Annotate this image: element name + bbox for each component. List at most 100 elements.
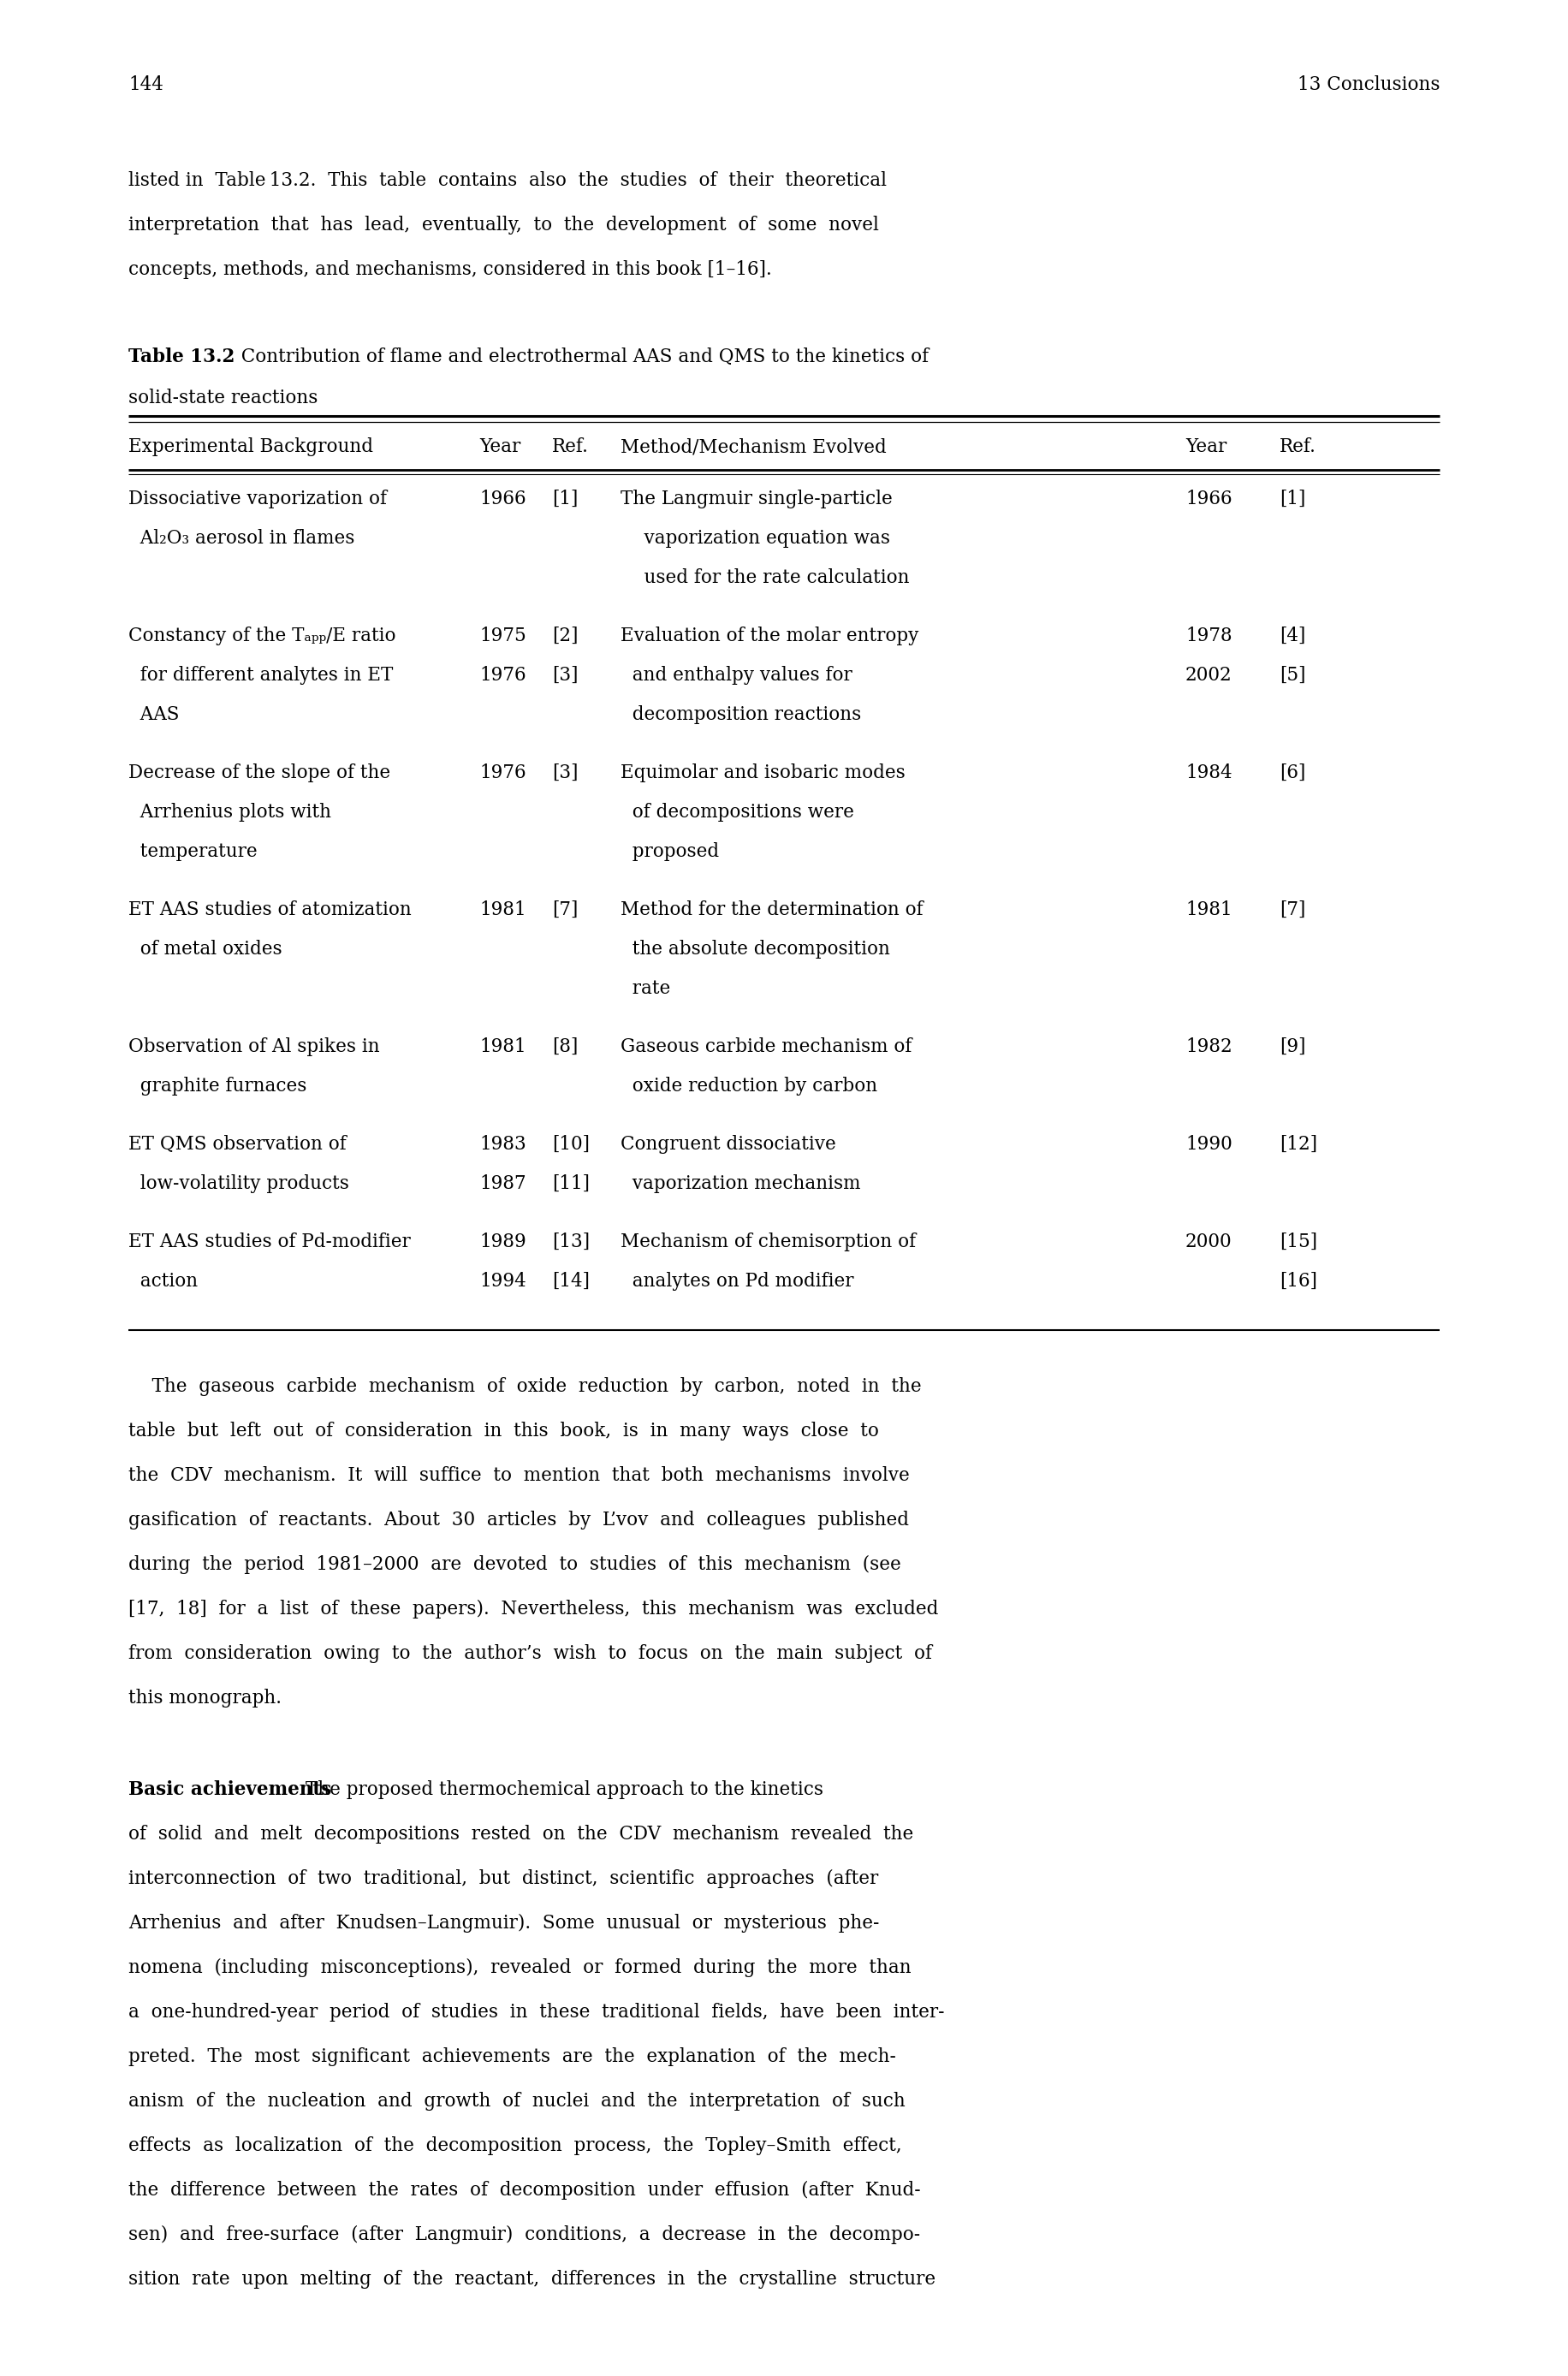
Text: graphite furnaces: graphite furnaces xyxy=(129,1076,307,1095)
Text: [1]: [1] xyxy=(552,489,579,508)
Text: Ref.: Ref. xyxy=(1279,437,1316,456)
Text: Observation of Al spikes in: Observation of Al spikes in xyxy=(129,1038,379,1057)
Text: this monograph.: this monograph. xyxy=(129,1689,282,1708)
Text: [2]: [2] xyxy=(552,627,579,646)
Text: Mechanism of chemisorption of: Mechanism of chemisorption of xyxy=(621,1233,916,1252)
Text: 2002: 2002 xyxy=(1185,665,1232,684)
Text: [16]: [16] xyxy=(1279,1271,1317,1290)
Text: ET AAS studies of Pd-modifier: ET AAS studies of Pd-modifier xyxy=(129,1233,411,1252)
Text: [11]: [11] xyxy=(552,1174,590,1193)
Text: temperature: temperature xyxy=(129,841,257,860)
Text: ET QMS observation of: ET QMS observation of xyxy=(129,1136,347,1155)
Text: 1994: 1994 xyxy=(480,1271,527,1290)
Text: Dissociative vaporization of: Dissociative vaporization of xyxy=(129,489,387,508)
Text: [8]: [8] xyxy=(552,1038,579,1057)
Text: Arrhenius  and  after  Knudsen–Langmuir).  Some  unusual  or  mysterious  phe-: Arrhenius and after Knudsen–Langmuir). S… xyxy=(129,1913,880,1932)
Text: sition  rate  upon  melting  of  the  reactant,  differences  in  the  crystalli: sition rate upon melting of the reactant… xyxy=(129,2269,936,2288)
Text: 144: 144 xyxy=(129,76,163,95)
Text: 1990: 1990 xyxy=(1185,1136,1232,1155)
Text: [9]: [9] xyxy=(1279,1038,1306,1057)
Text: 1983: 1983 xyxy=(480,1136,527,1155)
Text: decomposition reactions: decomposition reactions xyxy=(621,706,861,725)
Text: Al₂O₃ aerosol in flames: Al₂O₃ aerosol in flames xyxy=(129,530,354,549)
Text: [7]: [7] xyxy=(1279,901,1306,920)
Text: of  solid  and  melt  decompositions  rested  on  the  CDV  mechanism  revealed : of solid and melt decompositions rested … xyxy=(129,1825,914,1844)
Text: 1975: 1975 xyxy=(480,627,527,646)
Text: 13 Conclusions: 13 Conclusions xyxy=(1297,76,1439,95)
Text: Gaseous carbide mechanism of: Gaseous carbide mechanism of xyxy=(621,1038,913,1057)
Text: [4]: [4] xyxy=(1279,627,1306,646)
Text: from  consideration  owing  to  the  author’s  wish  to  focus  on  the  main  s: from consideration owing to the author’s… xyxy=(129,1644,931,1663)
Text: [3]: [3] xyxy=(552,763,579,782)
Text: listed in  Table 13.2.  This  table  contains  also  the  studies  of  their  th: listed in Table 13.2. This table contain… xyxy=(129,171,887,190)
Text: 1981: 1981 xyxy=(480,901,525,920)
Text: proposed: proposed xyxy=(621,841,720,860)
Text: Evaluation of the molar entropy: Evaluation of the molar entropy xyxy=(621,627,919,646)
Text: Congruent dissociative: Congruent dissociative xyxy=(621,1136,836,1155)
Text: The proposed thermochemical approach to the kinetics: The proposed thermochemical approach to … xyxy=(299,1780,823,1799)
Text: effects  as  localization  of  the  decomposition  process,  the  Topley–Smith  : effects as localization of the decomposi… xyxy=(129,2136,902,2155)
Text: ET AAS studies of atomization: ET AAS studies of atomization xyxy=(129,901,411,920)
Text: Equimolar and isobaric modes: Equimolar and isobaric modes xyxy=(621,763,905,782)
Text: low-volatility products: low-volatility products xyxy=(129,1174,350,1193)
Text: Method/Mechanism Evolved: Method/Mechanism Evolved xyxy=(621,437,886,456)
Text: 1987: 1987 xyxy=(480,1174,525,1193)
Text: The Langmuir single-particle: The Langmuir single-particle xyxy=(621,489,892,508)
Text: [1]: [1] xyxy=(1279,489,1306,508)
Text: 1966: 1966 xyxy=(1185,489,1232,508)
Text: the absolute decomposition: the absolute decomposition xyxy=(621,941,891,958)
Text: Contribution of flame and electrothermal AAS and QMS to the kinetics of: Contribution of flame and electrothermal… xyxy=(229,347,928,366)
Text: vaporization equation was: vaporization equation was xyxy=(621,530,891,549)
Text: interpretation  that  has  lead,  eventually,  to  the  development  of  some  n: interpretation that has lead, eventually… xyxy=(129,216,880,235)
Text: Basic achievements: Basic achievements xyxy=(129,1780,331,1799)
Text: for different analytes in ET: for different analytes in ET xyxy=(129,665,394,684)
Text: [10]: [10] xyxy=(552,1136,590,1155)
Text: [12]: [12] xyxy=(1279,1136,1317,1155)
Text: solid-state reactions: solid-state reactions xyxy=(129,390,318,406)
Text: [3]: [3] xyxy=(552,665,579,684)
Text: preted.  The  most  significant  achievements  are  the  explanation  of  the  m: preted. The most significant achievement… xyxy=(129,2048,895,2067)
Text: interconnection  of  two  traditional,  but  distinct,  scientific  approaches  : interconnection of two traditional, but … xyxy=(129,1870,878,1889)
Text: Method for the determination of: Method for the determination of xyxy=(621,901,924,920)
Text: of metal oxides: of metal oxides xyxy=(129,941,282,958)
Text: [14]: [14] xyxy=(552,1271,590,1290)
Text: of decompositions were: of decompositions were xyxy=(621,803,855,822)
Text: Ref.: Ref. xyxy=(552,437,588,456)
Text: a  one-hundred-year  period  of  studies  in  these  traditional  fields,  have : a one-hundred-year period of studies in … xyxy=(129,2003,944,2022)
Text: rate: rate xyxy=(621,979,671,998)
Text: 1978: 1978 xyxy=(1185,627,1232,646)
Text: the  difference  between  the  rates  of  decomposition  under  effusion  (after: the difference between the rates of deco… xyxy=(129,2181,920,2200)
Text: oxide reduction by carbon: oxide reduction by carbon xyxy=(621,1076,878,1095)
Text: vaporization mechanism: vaporization mechanism xyxy=(621,1174,861,1193)
Text: 1989: 1989 xyxy=(480,1233,527,1252)
Text: 1976: 1976 xyxy=(480,763,525,782)
Text: [6]: [6] xyxy=(1279,763,1306,782)
Text: 2000: 2000 xyxy=(1185,1233,1232,1252)
Text: the  CDV  mechanism.  It  will  suffice  to  mention  that  both  mechanisms  in: the CDV mechanism. It will suffice to me… xyxy=(129,1466,909,1485)
Text: 1982: 1982 xyxy=(1185,1038,1232,1057)
Text: The  gaseous  carbide  mechanism  of  oxide  reduction  by  carbon,  noted  in  : The gaseous carbide mechanism of oxide r… xyxy=(129,1378,922,1397)
Text: Constancy of the Tₐₚₚ/E ratio: Constancy of the Tₐₚₚ/E ratio xyxy=(129,627,395,646)
Text: Decrease of the slope of the: Decrease of the slope of the xyxy=(129,763,390,782)
Text: [7]: [7] xyxy=(552,901,579,920)
Text: [17,  18]  for  a  list  of  these  papers).  Nevertheless,  this  mechanism  wa: [17, 18] for a list of these papers). Ne… xyxy=(129,1599,938,1618)
Text: Year: Year xyxy=(1185,437,1226,456)
Text: sen)  and  free-surface  (after  Langmuir)  conditions,  a  decrease  in  the  d: sen) and free-surface (after Langmuir) c… xyxy=(129,2226,920,2245)
Text: 1981: 1981 xyxy=(1185,901,1232,920)
Text: [5]: [5] xyxy=(1279,665,1306,684)
Text: [13]: [13] xyxy=(552,1233,590,1252)
Text: AAS: AAS xyxy=(129,706,179,725)
Text: table  but  left  out  of  consideration  in  this  book,  is  in  many  ways  c: table but left out of consideration in t… xyxy=(129,1421,880,1440)
Text: 1984: 1984 xyxy=(1185,763,1232,782)
Text: gasification  of  reactants.  About  30  articles  by  L’vov  and  colleagues  p: gasification of reactants. About 30 arti… xyxy=(129,1511,909,1530)
Text: [15]: [15] xyxy=(1279,1233,1317,1252)
Text: Year: Year xyxy=(480,437,521,456)
Text: 1976: 1976 xyxy=(480,665,525,684)
Text: Arrhenius plots with: Arrhenius plots with xyxy=(129,803,331,822)
Text: and enthalpy values for: and enthalpy values for xyxy=(621,665,853,684)
Text: nomena  (including  misconceptions),  revealed  or  formed  during  the  more  t: nomena (including misconceptions), revea… xyxy=(129,1958,911,1977)
Text: action: action xyxy=(129,1271,198,1290)
Text: during  the  period  1981–2000  are  devoted  to  studies  of  this  mechanism  : during the period 1981–2000 are devoted … xyxy=(129,1556,902,1573)
Text: Experimental Background: Experimental Background xyxy=(129,437,373,456)
Text: used for the rate calculation: used for the rate calculation xyxy=(621,568,909,587)
